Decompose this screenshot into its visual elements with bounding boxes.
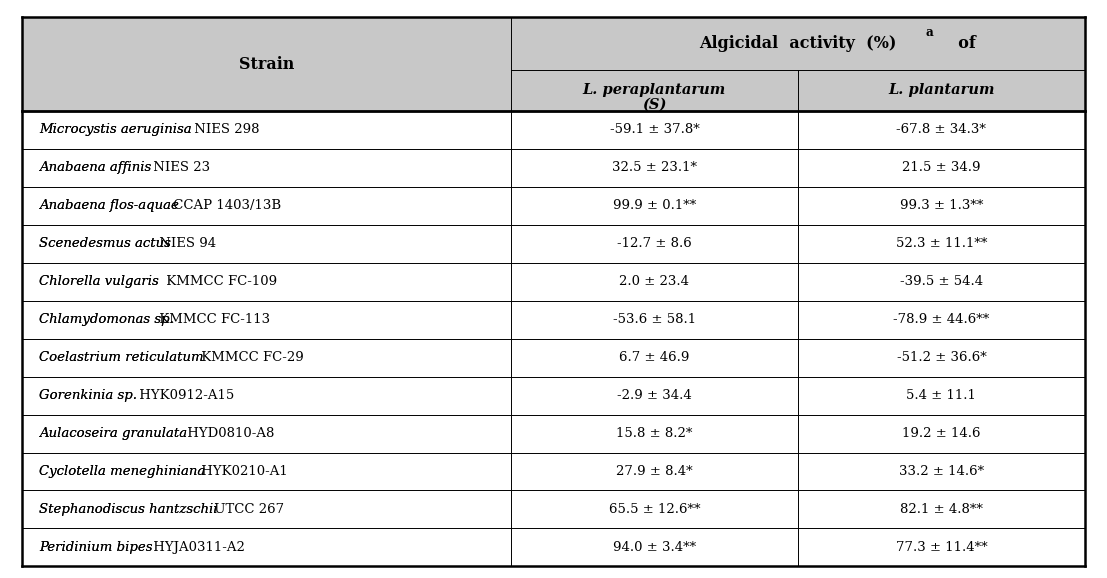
Text: KMMCC FC-109: KMMCC FC-109 <box>163 275 278 288</box>
Bar <box>22 376 1085 414</box>
Text: -51.2 ± 36.6*: -51.2 ± 36.6* <box>897 351 986 364</box>
Text: KMMCC FC-113: KMMCC FC-113 <box>155 313 270 326</box>
Text: Gorenkinia sp.: Gorenkinia sp. <box>39 389 137 402</box>
Text: Aulacoseira granulata: Aulacoseira granulata <box>39 427 187 440</box>
Bar <box>22 69 1085 111</box>
Text: Chlorella vulgaris: Chlorella vulgaris <box>39 275 158 288</box>
Text: Chlamydomonas sp.: Chlamydomonas sp. <box>39 313 174 326</box>
Text: L. peraplantarum: L. peraplantarum <box>582 83 726 97</box>
Text: UTCC 267: UTCC 267 <box>210 503 284 516</box>
Text: -39.5 ± 54.4: -39.5 ± 54.4 <box>900 275 983 288</box>
Text: Peridinium bipes: Peridinium bipes <box>39 541 153 554</box>
Text: -59.1 ± 37.8*: -59.1 ± 37.8* <box>610 123 700 136</box>
Text: HYJA0311-A2: HYJA0311-A2 <box>148 541 245 554</box>
Text: Coelastrium reticulatum: Coelastrium reticulatum <box>39 351 204 364</box>
Bar <box>22 111 1085 149</box>
Text: Scenedesmus actus: Scenedesmus actus <box>39 237 170 250</box>
Text: 77.3 ± 11.4**: 77.3 ± 11.4** <box>896 541 987 554</box>
Text: 5.4 ± 11.1: 5.4 ± 11.1 <box>907 389 976 402</box>
Bar <box>22 528 1085 566</box>
Text: HYD0810-A8: HYD0810-A8 <box>183 427 275 440</box>
Text: Anabaena flos-aquae: Anabaena flos-aquae <box>39 199 178 212</box>
Text: 52.3 ± 11.1**: 52.3 ± 11.1** <box>896 237 987 250</box>
Text: CCAP 1403/13B: CCAP 1403/13B <box>169 199 281 212</box>
Text: Microcystis aeruginisa: Microcystis aeruginisa <box>39 123 192 136</box>
Text: Chlorella vulgaris: Chlorella vulgaris <box>39 275 158 288</box>
Text: Coelastrium reticulatum: Coelastrium reticulatum <box>39 351 204 364</box>
Text: L. plantarum: L. plantarum <box>888 83 995 97</box>
Bar <box>22 339 1085 376</box>
Bar <box>22 491 1085 528</box>
Text: 33.2 ± 14.6*: 33.2 ± 14.6* <box>899 465 984 478</box>
Text: 2.0 ± 23.4: 2.0 ± 23.4 <box>620 275 690 288</box>
Text: of: of <box>948 35 976 52</box>
Text: 32.5 ± 23.1*: 32.5 ± 23.1* <box>612 161 697 174</box>
Text: Strain: Strain <box>239 55 294 72</box>
Text: a: a <box>925 27 933 39</box>
Text: -78.9 ± 44.6**: -78.9 ± 44.6** <box>893 313 990 326</box>
Bar <box>22 149 1085 187</box>
Bar <box>22 414 1085 453</box>
Text: 15.8 ± 8.2*: 15.8 ± 8.2* <box>617 427 693 440</box>
Text: Anabaena affinis: Anabaena affinis <box>39 161 151 174</box>
Text: Peridinium bipes: Peridinium bipes <box>39 541 153 554</box>
Text: Anabaena affinis: Anabaena affinis <box>39 161 151 174</box>
Text: HYK0912-A15: HYK0912-A15 <box>135 389 234 402</box>
Text: (S): (S) <box>642 98 666 112</box>
Text: 99.3 ± 1.3**: 99.3 ± 1.3** <box>900 199 983 212</box>
Bar <box>22 187 1085 225</box>
Bar <box>22 262 1085 301</box>
Text: 65.5 ± 12.6**: 65.5 ± 12.6** <box>609 503 701 516</box>
Text: NIES 23: NIES 23 <box>148 161 209 174</box>
Text: 94.0 ± 3.4**: 94.0 ± 3.4** <box>613 541 696 554</box>
Text: -67.8 ± 34.3*: -67.8 ± 34.3* <box>897 123 986 136</box>
Text: Microcystis aeruginisa: Microcystis aeruginisa <box>39 123 192 136</box>
Text: Scenedesmus actus: Scenedesmus actus <box>39 237 170 250</box>
Text: Aulacoseira granulata: Aulacoseira granulata <box>39 427 187 440</box>
Text: 99.9 ± 0.1**: 99.9 ± 0.1** <box>613 199 696 212</box>
Text: Algicidal  activity  (%): Algicidal activity (%) <box>700 35 897 52</box>
Bar <box>22 301 1085 339</box>
Text: Gorenkinia sp.: Gorenkinia sp. <box>39 389 137 402</box>
Text: NIES 298: NIES 298 <box>189 123 259 136</box>
Text: Anabaena flos-aquae: Anabaena flos-aquae <box>39 199 178 212</box>
Text: 21.5 ± 34.9: 21.5 ± 34.9 <box>902 161 981 174</box>
Bar <box>22 225 1085 262</box>
Bar <box>22 17 1085 69</box>
Text: -53.6 ± 58.1: -53.6 ± 58.1 <box>613 313 696 326</box>
Text: Chlamydomonas sp.: Chlamydomonas sp. <box>39 313 174 326</box>
Text: -12.7 ± 8.6: -12.7 ± 8.6 <box>617 237 692 250</box>
Bar <box>22 453 1085 491</box>
Text: 27.9 ± 8.4*: 27.9 ± 8.4* <box>617 465 693 478</box>
Text: 19.2 ± 14.6: 19.2 ± 14.6 <box>902 427 981 440</box>
Text: Stephanodiscus hantzschii: Stephanodiscus hantzschii <box>39 503 217 516</box>
Text: HYK0210-A1: HYK0210-A1 <box>197 465 288 478</box>
Text: Cyclotella meneghiniana: Cyclotella meneghiniana <box>39 465 205 478</box>
Text: -2.9 ± 34.4: -2.9 ± 34.4 <box>617 389 692 402</box>
Text: 82.1 ± 4.8**: 82.1 ± 4.8** <box>900 503 983 516</box>
Text: KMMCC FC-29: KMMCC FC-29 <box>197 351 303 364</box>
Text: Stephanodiscus hantzschii: Stephanodiscus hantzschii <box>39 503 217 516</box>
Text: Cyclotella meneghiniana: Cyclotella meneghiniana <box>39 465 205 478</box>
Text: 6.7 ± 46.9: 6.7 ± 46.9 <box>619 351 690 364</box>
Text: NIES 94: NIES 94 <box>155 237 217 250</box>
